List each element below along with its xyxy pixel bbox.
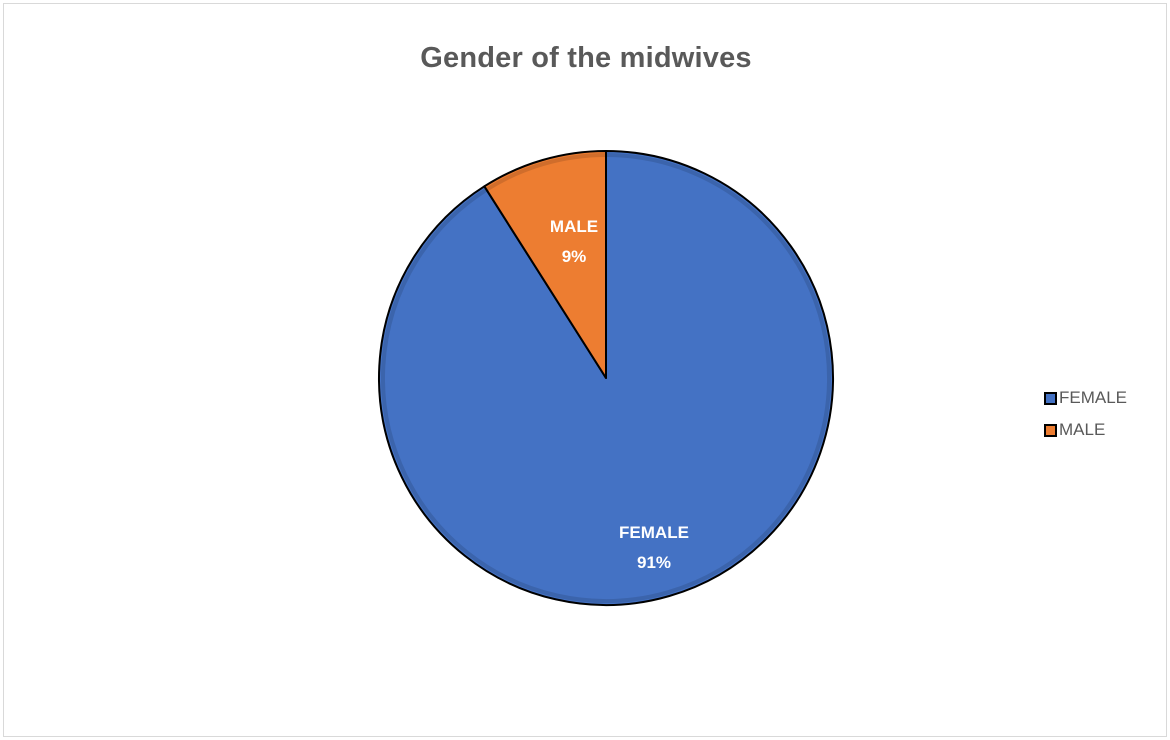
legend-item-male: MALE [1044, 414, 1127, 446]
slice-label-female-value: 91% [637, 553, 671, 572]
pie-slice-female-edge [381, 153, 831, 603]
pie-slice-male [483, 150, 607, 379]
chart-area: Gender of the midwives FEMALE 91% MALE 9% F… [3, 3, 1167, 737]
chart-title: Gender of the midwives [420, 42, 752, 74]
legend-swatch-female [1044, 391, 1057, 405]
legend-label-male: MALE [1059, 420, 1106, 439]
legend-item-female: FEMALE [1044, 382, 1127, 414]
legend-swatch-male [1044, 423, 1057, 437]
slice-label-male-category: MALE [550, 217, 598, 236]
slice-label-male-value: 9% [562, 247, 587, 266]
pie-slice-male-edge [485, 153, 607, 192]
pie-plot-area: FEMALE 91% MALE 9% [378, 150, 834, 606]
legend: FEMALE MALE [1044, 382, 1127, 446]
slice-label-female-category: FEMALE [619, 523, 689, 542]
legend-label-female: FEMALE [1059, 388, 1128, 407]
